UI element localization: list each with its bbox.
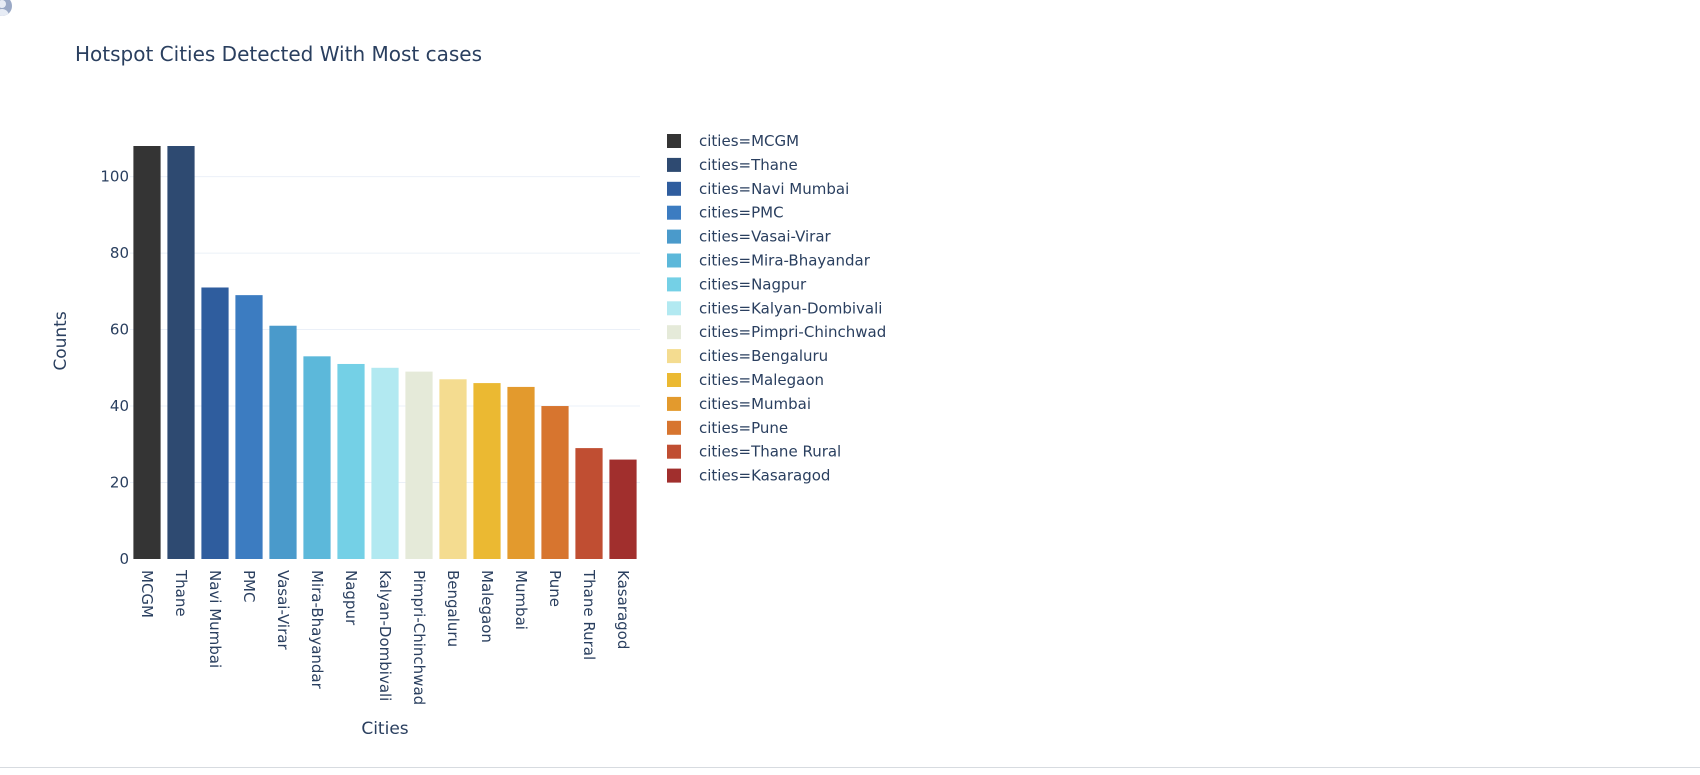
bar-mumbai [507, 386, 535, 559]
legend: cities=MCGM cities=Thane cities=Navi Mumba… [667, 132, 886, 485]
bar-pmc [235, 295, 263, 559]
y-tick-label: 20 [110, 474, 129, 492]
legend-swatch [667, 253, 681, 268]
y-tick-label: 40 [110, 397, 129, 415]
legend-item[interactable]: cities=Mumbai [667, 395, 811, 413]
x-tick-label: Pune [546, 570, 564, 607]
x-tick-label: Kalyan-Dombivali [376, 570, 394, 701]
x-tick-label: Kasaragod [614, 570, 632, 649]
bar-vasai-virar [269, 325, 297, 559]
legend-label: cities=MCGM [699, 132, 799, 150]
legend-label: cities=Thane Rural [699, 443, 841, 461]
legend-label: cities=Pimpri-Chinchwad [699, 323, 886, 341]
y-tick-label: 80 [110, 244, 129, 262]
legend-label: cities=Pune [699, 419, 788, 437]
y-axis-title: Counts [51, 311, 71, 370]
x-axis-title: Cities [361, 719, 408, 739]
bar-kalyan-dombivali [371, 367, 399, 559]
legend-item[interactable]: cities=Vasai-Virar [667, 228, 832, 246]
legend-swatch [667, 420, 681, 435]
bar-pune [541, 406, 569, 559]
y-axis-ticks: 0 20 40 60 80 100 [100, 168, 129, 568]
legend-swatch [667, 325, 681, 340]
legend-swatch [667, 181, 681, 196]
legend-label: cities=Vasai-Virar [699, 228, 832, 246]
legend-label: cities=Bengaluru [699, 347, 828, 365]
bar-malegaon [473, 383, 501, 559]
legend-item[interactable]: cities=Navi Mumbai [667, 180, 849, 198]
legend-label: cities=Mira-Bhayandar [699, 252, 871, 270]
bar-nagpur [337, 363, 365, 559]
avatar-icon [0, 0, 12, 16]
x-tick-label: MCGM [138, 570, 156, 618]
legend-swatch [667, 468, 681, 483]
bar-pimpri-chinchwad [405, 371, 433, 559]
legend-label: cities=Thane [699, 156, 798, 174]
legend-swatch [667, 157, 681, 172]
bar-thane [167, 146, 195, 559]
legend-label: cities=PMC [699, 204, 784, 222]
legend-item[interactable]: cities=Thane Rural [667, 443, 841, 461]
legend-swatch [667, 349, 681, 364]
x-tick-label: Mira-Bhayandar [308, 570, 326, 690]
legend-item[interactable]: cities=Malegaon [667, 371, 824, 389]
x-tick-label: Mumbai [512, 570, 530, 630]
bar-mcgm [133, 146, 161, 559]
y-tick-label: 60 [110, 321, 129, 339]
y-tick-label: 100 [100, 168, 129, 186]
x-tick-label: Navi Mumbai [206, 570, 224, 668]
legend-swatch [667, 373, 681, 387]
legend-item[interactable]: cities=Kalyan-Dombivali [667, 299, 882, 317]
bar-navi-mumbai [201, 287, 229, 559]
legend-swatch [667, 444, 681, 459]
bar-mira-bhayandar [303, 356, 331, 559]
x-tick-label: Pimpri-Chinchwad [410, 570, 428, 705]
legend-item[interactable]: cities=Pimpri-Chinchwad [667, 323, 886, 341]
bars [133, 146, 637, 559]
legend-label: cities=Navi Mumbai [699, 180, 849, 198]
x-axis-ticks: MCGM Thane Navi Mumbai PMC Vasai-Virar Mira-B… [138, 569, 632, 705]
x-tick-label: Thane Rural [580, 569, 598, 660]
legend-item[interactable]: cities=PMC [667, 204, 784, 222]
y-tick-label: 0 [119, 550, 129, 568]
x-tick-label: PMC [240, 570, 258, 602]
x-tick-label: Bengaluru [444, 570, 462, 647]
x-tick-label: Vasai-Virar [274, 570, 292, 650]
chart-title: Hotspot Cities Detected With Most cases [75, 42, 482, 66]
legend-item[interactable]: cities=Bengaluru [667, 347, 828, 365]
legend-swatch [667, 205, 681, 220]
x-tick-label: Malegaon [478, 570, 496, 643]
x-tick-label: Thane [172, 569, 190, 617]
legend-item[interactable]: cities=MCGM [667, 132, 799, 150]
legend-label: cities=Kasaragod [699, 467, 830, 485]
legend-label: cities=Nagpur [699, 275, 807, 293]
legend-swatch [667, 134, 681, 148]
legend-label: cities=Malegaon [699, 371, 824, 389]
legend-item[interactable]: cities=Mira-Bhayandar [667, 252, 871, 270]
bar-kasaragod [609, 459, 637, 559]
x-tick-label: Nagpur [342, 570, 360, 626]
legend-swatch [667, 396, 681, 411]
bottom-divider [0, 767, 1700, 768]
legend-item[interactable]: cities=Kasaragod [667, 467, 830, 485]
legend-label: cities=Mumbai [699, 395, 811, 413]
legend-swatch [667, 301, 681, 316]
bar-bengaluru [439, 379, 467, 559]
legend-swatch [667, 277, 681, 292]
legend-label: cities=Kalyan-Dombivali [699, 299, 882, 317]
legend-item[interactable]: cities=Nagpur [667, 275, 807, 293]
bar-thane-rural [575, 448, 603, 559]
legend-swatch [667, 229, 681, 244]
legend-item[interactable]: cities=Pune [667, 419, 788, 437]
legend-item[interactable]: cities=Thane [667, 156, 798, 174]
